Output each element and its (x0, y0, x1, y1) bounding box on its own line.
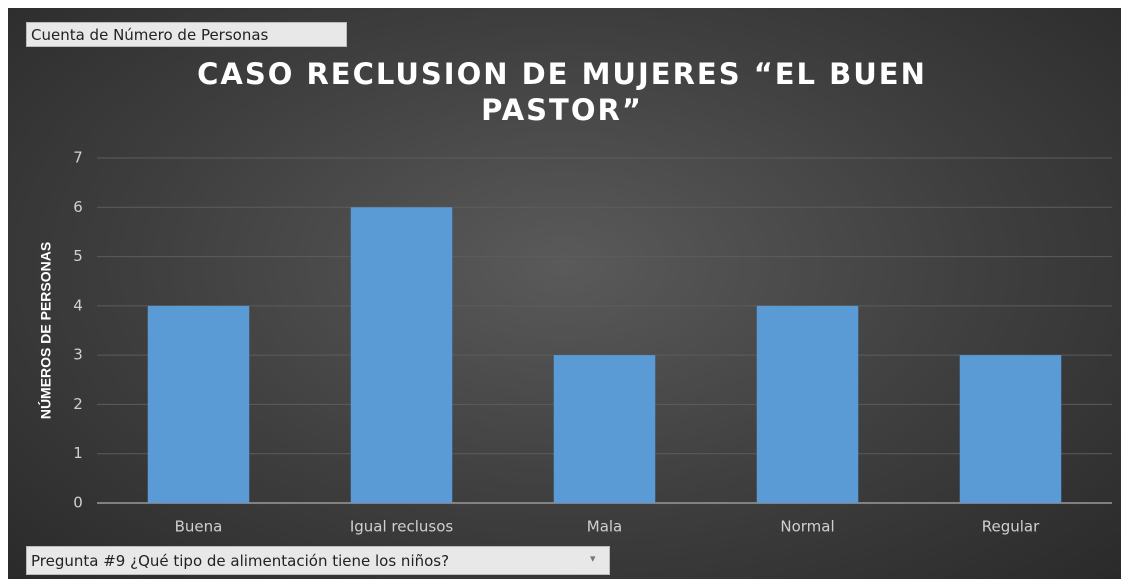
y-tick-label: 3 (73, 346, 83, 364)
bar (756, 305, 859, 503)
bar (959, 355, 1062, 503)
chart-title: CASO RECLUSION DE MUJERES “EL BUEN PASTO… (197, 57, 927, 127)
y-tick-label: 1 (73, 444, 83, 462)
y-tick-label: 7 (73, 149, 83, 167)
y-axis-label: NÚMEROS DE PERSONAS (37, 242, 54, 419)
y-tick-label: 2 (73, 395, 83, 413)
x-tick-label: Mala (587, 518, 623, 536)
y-tick-label: 4 (73, 296, 83, 314)
bar (350, 207, 453, 504)
x-tick-label: Normal (780, 518, 834, 536)
x-tick-label: Igual reclusos (350, 518, 454, 536)
bar (553, 355, 656, 503)
y-tick-label: 6 (73, 198, 83, 216)
value-field-button[interactable]: Cuenta de Número de Personas (26, 22, 347, 47)
x-tick-label: Buena (175, 518, 223, 536)
bar (147, 305, 250, 503)
y-tick-label: 5 (73, 247, 83, 265)
x-tick-label: Regular (982, 518, 1040, 536)
y-tick-label: 0 (73, 494, 83, 512)
dropdown-arrow[interactable]: ▾ (590, 552, 596, 565)
axis-field-button[interactable]: Pregunta #9 ¿Qué tipo de alimentación ti… (26, 546, 610, 575)
